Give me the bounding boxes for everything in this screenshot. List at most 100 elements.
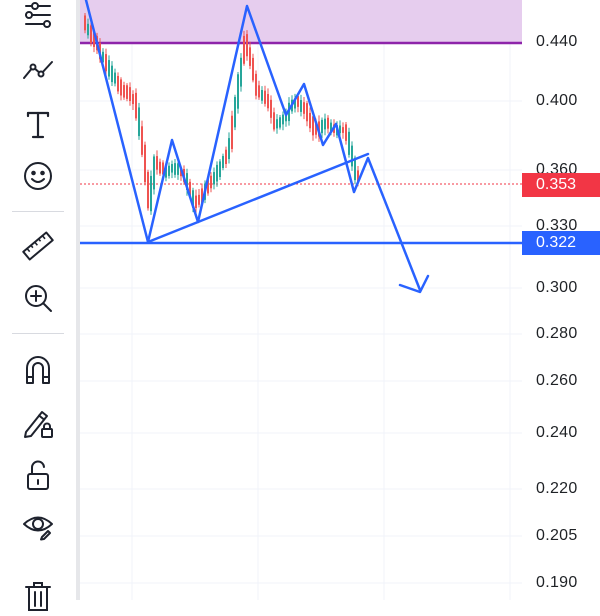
neckline-trendline [146, 152, 370, 244]
magnet-icon[interactable] [16, 350, 60, 390]
candle-body [315, 122, 317, 135]
candle-body [216, 164, 218, 182]
candle-body [294, 98, 296, 109]
toolbar-edge [76, 0, 80, 600]
price-tick: 0.280 [536, 325, 578, 342]
candle-body [159, 161, 161, 174]
candle-body [255, 73, 257, 96]
candle-body [174, 163, 176, 175]
candle-body [246, 34, 248, 57]
candle-body [198, 194, 200, 205]
candle-body [357, 170, 359, 184]
toolbar-divider [12, 211, 64, 212]
candle-body [306, 103, 308, 122]
candle-body [351, 145, 353, 167]
candle-body [87, 23, 89, 36]
text-tool-icon[interactable] [16, 104, 60, 144]
price-axis[interactable]: 0.440 0.400 0.360 0.330 0.300 0.280 0.26… [522, 0, 600, 600]
candle-body [267, 94, 269, 109]
candle-body [189, 181, 191, 196]
candle-body [258, 85, 260, 98]
candle-body [327, 117, 329, 129]
candle-body [231, 115, 233, 149]
candle-body [312, 116, 314, 136]
candle-body [153, 156, 155, 190]
price-chart[interactable] [80, 0, 522, 600]
price-tick: 0.300 [536, 279, 578, 296]
candle-body [264, 90, 266, 104]
trash-icon[interactable] [16, 576, 60, 616]
candle-body [93, 32, 95, 47]
candle-body [222, 155, 224, 169]
zoom-in-icon[interactable] [16, 278, 60, 318]
candle-body [348, 131, 350, 155]
current-price-label: 0.353 [522, 173, 600, 197]
down-arrow-head [398, 274, 430, 294]
candle-body [270, 99, 272, 118]
candle-body [141, 126, 143, 155]
candle-body [354, 157, 356, 181]
candle-body [105, 54, 107, 72]
candle-body [135, 92, 137, 119]
candle-body [300, 100, 302, 112]
ruler-icon[interactable] [16, 226, 60, 266]
candle-body [210, 175, 212, 189]
candle-body [285, 111, 287, 122]
candle-body [84, 15, 86, 31]
price-tick: 0.440 [536, 33, 578, 50]
candle-body [123, 85, 125, 98]
candle-body [237, 74, 239, 109]
candle-body [156, 156, 158, 170]
candle-body [330, 122, 332, 132]
candle-body [207, 178, 209, 194]
candle-body [324, 118, 326, 130]
drawing-toolbar [0, 0, 76, 611]
candle-body [240, 57, 242, 87]
candle-body [309, 112, 311, 129]
candle-body [243, 35, 245, 64]
candle-body [144, 144, 146, 183]
pattern-zigzag [84, 0, 422, 292]
price-tick: 0.400 [536, 92, 578, 109]
candle-body [90, 25, 92, 44]
candle-body [120, 79, 122, 96]
candle-body [102, 51, 104, 63]
resistance-zone [80, 0, 522, 43]
candle-body [186, 173, 188, 191]
trend-line-icon[interactable] [16, 50, 60, 90]
candle-body [114, 72, 116, 84]
candle-body [147, 171, 149, 209]
candle-body [276, 119, 278, 129]
candle-body [168, 165, 170, 176]
candle-body [162, 162, 164, 175]
multi-line-tool-icon[interactable] [16, 0, 60, 40]
candle-body [108, 60, 110, 77]
candle-body [213, 172, 215, 185]
line-price-label: 0.322 [522, 231, 600, 255]
candle-body [342, 127, 344, 133]
toolbar-divider [12, 333, 64, 334]
candle-body [195, 195, 197, 209]
lock-drawing-icon[interactable] [16, 403, 60, 443]
price-tick: 0.240 [536, 424, 578, 441]
eye-icon[interactable] [16, 505, 60, 545]
candle-body [252, 57, 254, 81]
candle-body [321, 119, 323, 134]
candle-body [225, 149, 227, 164]
candle-body [192, 190, 194, 208]
unlock-icon[interactable] [16, 455, 60, 495]
price-tick: 0.330 [536, 217, 578, 234]
candle-body [228, 138, 230, 160]
candle-body [177, 163, 179, 175]
candle-body [117, 75, 119, 92]
candle-body [165, 165, 167, 178]
candle-body [345, 124, 347, 141]
candle-body [273, 112, 275, 130]
candle-body [297, 95, 299, 107]
candle-body [234, 96, 236, 128]
candle-body [219, 161, 221, 177]
price-tick: 0.205 [536, 527, 578, 544]
candle-body [132, 94, 134, 105]
emoji-icon[interactable] [16, 156, 60, 196]
candle-body [249, 47, 251, 66]
